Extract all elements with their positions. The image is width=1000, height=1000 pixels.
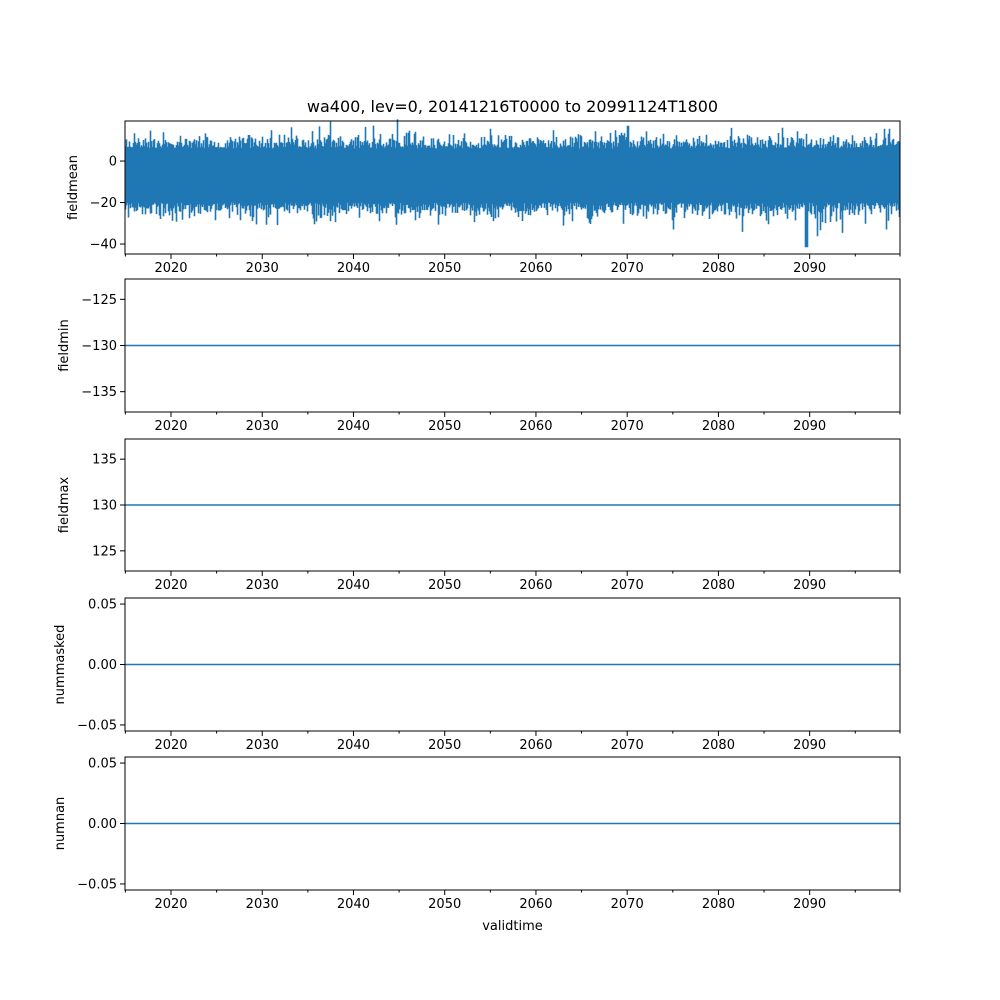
x-tick-label: 2080 [702,738,735,753]
x-tick-label: 2090 [793,419,826,434]
y-tick-label: −125 [81,293,117,308]
x-tick-label: 2030 [246,578,279,593]
x-tick-label: 2080 [702,419,735,434]
x-tick-label: 2030 [246,897,279,912]
x-tick-label: 2080 [702,261,735,276]
x-tick-label: 2020 [154,578,187,593]
x-tick-label: 2060 [519,419,552,434]
y-axis-label: fieldmax [57,477,72,534]
x-tick-label: 2070 [611,261,644,276]
y-tick-label: −40 [90,238,117,253]
axes-frame [124,120,901,255]
x-tick-label: 2080 [702,578,735,593]
x-tick-label: 2040 [337,419,370,434]
subplot-nummasked: 2020 2030 2040 2050 2060 2070 2080 2090 0.05 0.00… [53,597,901,753]
x-tick-label: 2030 [246,419,279,434]
x-tick-label: 2090 [793,578,826,593]
x-tick-label: 2040 [337,897,370,912]
x-tick-label: 2040 [337,578,370,593]
series-fill [125,150,900,201]
x-tick-label: 2070 [611,897,644,912]
y-tick-label: 0.00 [88,817,117,832]
x-tick-label: 2070 [611,419,644,434]
x-tick-label: 2050 [428,578,461,593]
subplot-fieldmax: 2020 2030 2040 2050 2060 2070 2080 2090 135 130 12… [57,438,901,593]
x-tick-label: 2030 [246,738,279,753]
y-axis-label: fieldmean [66,155,81,220]
y-tick-label: −130 [81,339,117,354]
x-tick-label: 2060 [519,897,552,912]
y-tick-label: 0.05 [88,598,117,613]
x-tick-label: 2050 [428,419,461,434]
x-tick-label: 2040 [337,261,370,276]
y-tick-label: −0.05 [77,877,117,892]
subplot-numnan: 2020 2030 2040 2050 2060 2070 2080 2090 0.05 0.00… [53,756,901,934]
x-tick-label: 2050 [428,897,461,912]
x-tick-label: 2090 [793,897,826,912]
x-tick-label: 2040 [337,738,370,753]
x-tick-label: 2060 [519,261,552,276]
x-tick-label: 2030 [246,261,279,276]
y-tick-label: 0.00 [88,658,117,673]
x-tick-label: 2020 [154,419,187,434]
y-tick-label: 125 [92,544,117,559]
y-axis-label: nummasked [53,625,68,705]
x-tick-label: 2080 [702,897,735,912]
x-tick-label: 2050 [428,738,461,753]
subplot-fieldmean: 2020 2030 2040 2050 2060 2070 2080 2090 0 −20 −40 f… [66,97,901,276]
x-tick-label: 2060 [519,738,552,753]
x-tick-label: 2090 [793,738,826,753]
y-tick-label: 130 [92,499,117,514]
x-tick-label: 2060 [519,578,552,593]
y-tick-label: −0.05 [77,718,117,733]
x-tick-label: 2020 [154,738,187,753]
y-axis-label: fieldmin [57,319,72,372]
y-tick-label: 0 [109,155,117,170]
y-axis-label: numnan [53,797,68,851]
x-tick-label: 2020 [154,261,187,276]
x-tick-label: 2070 [611,578,644,593]
x-tick-label: 2070 [611,738,644,753]
y-tick-label: −20 [90,196,117,211]
chart-title: wa400, lev=0, 20141216T0000 to 20991124T… [307,97,718,116]
subplot-fieldmin: 2020 2030 2040 2050 2060 2070 2080 2090 −125 −130… [57,278,901,434]
y-tick-label: 0.05 [88,757,117,772]
x-tick-label: 2090 [793,261,826,276]
x-axis-label: validtime [482,919,543,934]
y-tick-label: 135 [92,453,117,468]
y-tick-label: −135 [81,385,117,400]
x-tick-label: 2020 [154,897,187,912]
x-tick-label: 2050 [428,261,461,276]
